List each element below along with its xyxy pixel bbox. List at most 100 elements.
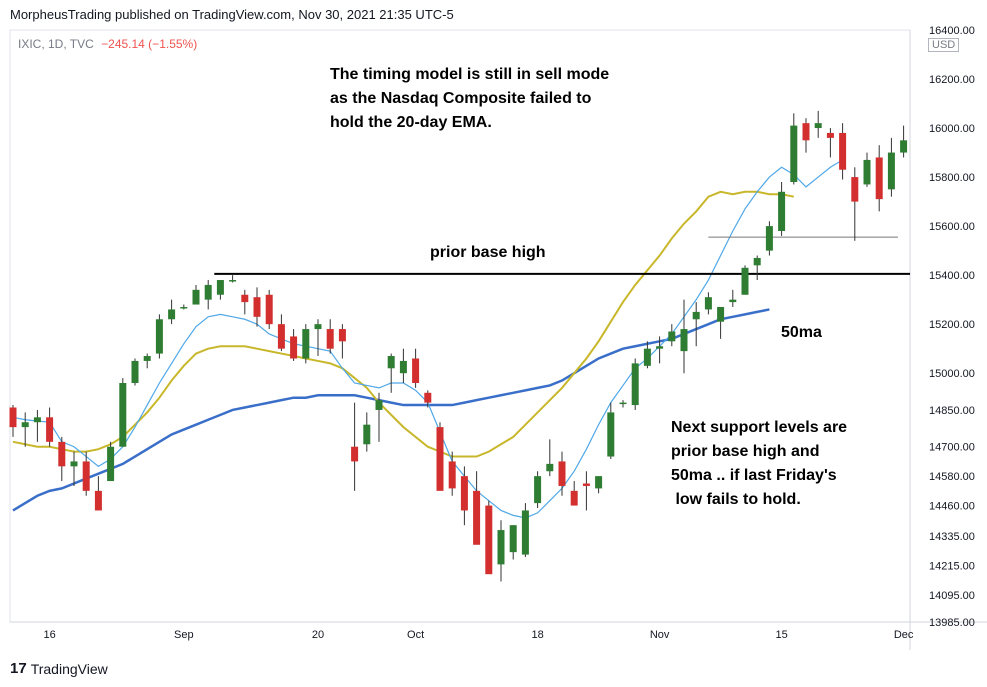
candle-body	[363, 424, 371, 445]
candle-body	[70, 461, 78, 467]
y-tick-label: 15400.00	[929, 270, 975, 282]
candle-body	[631, 363, 639, 406]
candle-body	[143, 356, 151, 361]
candle-body	[704, 297, 712, 310]
support-line-4: low fails to hold.	[671, 491, 801, 508]
candle-body	[424, 392, 432, 403]
candle-body	[595, 476, 603, 489]
y-tick-label: 15000.00	[929, 368, 975, 380]
candle-body	[765, 226, 773, 251]
candle-body	[33, 417, 41, 423]
candle-body	[717, 307, 725, 322]
y-tick-label: 14095.00	[929, 590, 975, 602]
candle-body	[21, 422, 29, 428]
tradingview-footer[interactable]: 17 TradingView	[10, 660, 108, 677]
y-tick-label: 14215.00	[929, 561, 975, 573]
support-annotation: Next support levels are prior base high …	[671, 416, 847, 512]
candle-body	[692, 311, 700, 320]
candle-body	[399, 360, 407, 374]
candle-body	[9, 407, 17, 428]
y-tick-label: 14850.00	[929, 405, 975, 417]
candle-body	[131, 360, 139, 383]
x-tick-label: Oct	[407, 629, 424, 641]
y-tick-label: 16200.00	[929, 74, 975, 86]
timing-line-1: The timing model is still in sell mode	[330, 66, 610, 83]
y-tick-label: 16000.00	[929, 123, 975, 135]
candle-body	[473, 490, 481, 545]
candle-body	[229, 280, 237, 282]
y-tick-label: 13985.00	[929, 617, 975, 629]
candle-body	[314, 324, 322, 330]
candle-body	[668, 331, 676, 342]
ma50-line	[12, 308, 770, 512]
x-tick-label: 16	[43, 629, 55, 641]
candle-body	[180, 307, 188, 309]
candle-body	[863, 159, 871, 185]
candle-body	[46, 417, 54, 442]
y-tick-label: 15800.00	[929, 172, 975, 184]
y-tick-label: 15200.00	[929, 319, 975, 331]
candle-body	[412, 358, 420, 383]
candle-body	[302, 329, 310, 359]
candle-body	[168, 309, 176, 320]
candle-body	[204, 284, 212, 300]
support-line-3: 50ma .. if last Friday's	[671, 467, 837, 484]
ma50-label: 50ma	[781, 324, 822, 341]
candle-body	[351, 446, 359, 462]
candle-body	[607, 412, 615, 457]
candle-body	[814, 123, 822, 129]
timing-line-3: hold the 20-day EMA.	[330, 114, 492, 131]
x-tick-label: 15	[775, 629, 787, 641]
candle-body	[802, 123, 810, 141]
candle-body	[253, 297, 261, 317]
candle-body	[851, 177, 859, 202]
candle-body	[582, 483, 590, 486]
price-change: −245.14 (−1.55%)	[101, 37, 198, 51]
candle-body	[778, 191, 786, 232]
candle-body	[619, 402, 627, 405]
published-header: MorpheusTrading published on TradingView…	[10, 7, 454, 22]
candle-body	[387, 356, 395, 369]
candle-body	[570, 490, 578, 506]
candle-body	[656, 346, 664, 349]
candle-body	[534, 476, 542, 504]
candle-body	[82, 461, 90, 491]
support-line-2: prior base high and	[671, 443, 820, 460]
candle-body	[277, 324, 285, 349]
x-tick-label: Sep	[174, 629, 194, 641]
candle-body	[643, 348, 651, 366]
candle-body	[119, 382, 127, 447]
candle-body	[265, 294, 273, 325]
currency-badge[interactable]: USD	[928, 38, 960, 52]
candle-body	[887, 152, 895, 190]
candle-body	[460, 476, 468, 511]
y-tick-label: 14700.00	[929, 442, 975, 454]
candle-body	[448, 461, 456, 489]
candle-body	[485, 505, 493, 575]
candle-body	[290, 336, 298, 359]
candle-body	[436, 427, 444, 491]
timing-line-2: as the Nasdaq Composite failed to	[330, 90, 592, 107]
candle-body	[753, 257, 761, 266]
candle-body	[107, 446, 115, 482]
candle-body	[839, 132, 847, 170]
x-tick-label: Dec	[894, 629, 914, 641]
timing-annotation: The timing model is still in sell mode a…	[330, 63, 609, 135]
y-tick-label: 16400.00	[929, 25, 975, 37]
y-tick-label: 14580.00	[929, 471, 975, 483]
x-tick-label: 18	[531, 629, 543, 641]
candle-body	[326, 329, 334, 349]
candle-body	[546, 463, 554, 472]
y-tick-label: 14460.00	[929, 501, 975, 513]
candle-body	[680, 329, 688, 352]
candle-body	[521, 510, 529, 555]
candle-body	[875, 157, 883, 200]
symbol-line: IXIC, 1D, TVC −245.14 (−1.55%)	[18, 37, 197, 51]
candle-body	[375, 400, 383, 410]
candle-body	[497, 530, 505, 565]
price-chart[interactable]: 16400.00 16200.00 16000.00 15800.00 15600.00…	[0, 0, 987, 650]
support-line-1: Next support levels are	[671, 419, 848, 436]
candle-body	[155, 319, 163, 354]
candle-body	[558, 461, 566, 486]
candle-body	[900, 140, 908, 153]
